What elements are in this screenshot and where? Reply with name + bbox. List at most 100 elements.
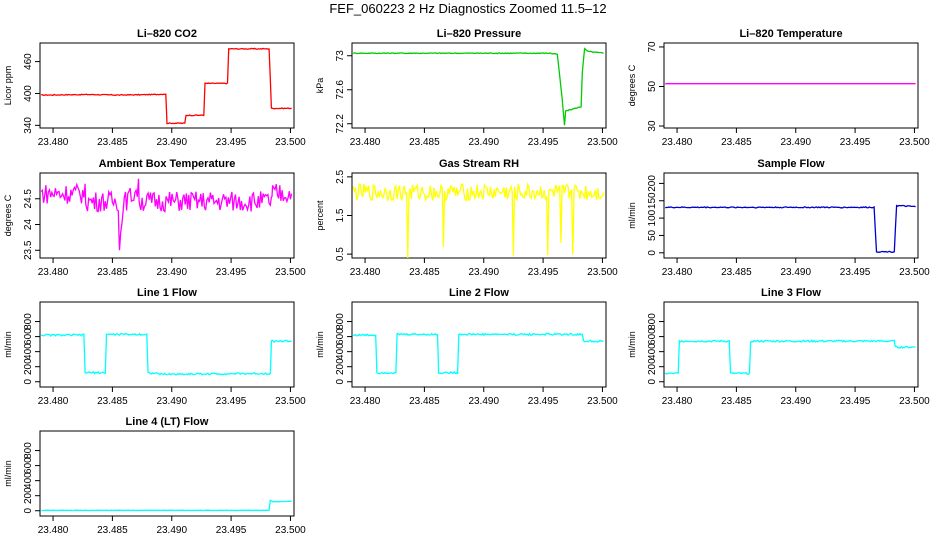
y-tick-label: 0: [335, 379, 346, 385]
y-axis-label: kPa: [315, 78, 325, 94]
y-tick-label: 0: [647, 250, 658, 256]
chart-panel-8: Line 2 Flow ml/min 23.480 23.485 23.490 23.49…: [315, 287, 618, 407]
x-tick-label: 23.485: [721, 137, 752, 148]
y-axis-label: ml/min: [627, 202, 637, 229]
y-tick-label: 73: [335, 50, 346, 62]
y-tick-label: 200: [335, 358, 346, 375]
series-line: [352, 332, 604, 375]
y-tick-label: 400: [647, 343, 658, 360]
x-tick-label: 23.490: [468, 396, 499, 407]
chart-title: Li–820 Temperature: [739, 28, 842, 40]
x-tick-label: 23.500: [275, 267, 306, 278]
x-tick-label: 23.490: [156, 137, 187, 148]
x-tick-label: 23.490: [156, 396, 187, 407]
y-tick-label: 70: [647, 41, 658, 53]
y-tick-label: 200: [647, 175, 658, 192]
y-axis-label: Licor ppm: [3, 66, 13, 106]
y-tick-label: 200: [23, 358, 34, 375]
x-tick-label: 23.500: [899, 396, 930, 407]
x-tick-label: 23.495: [840, 137, 871, 148]
x-tick-label: 23.495: [216, 396, 247, 407]
x-tick-label: 23.500: [587, 396, 618, 407]
y-tick-label: 1.5: [335, 208, 346, 222]
chart-panel-1: Li–820 CO2 Licor ppm 23.480 23.485 23.490 23.…: [3, 28, 306, 148]
y-tick-label: 0: [23, 508, 34, 514]
x-tick-label: 23.480: [350, 267, 381, 278]
y-tick-label: 72.6: [335, 80, 346, 100]
y-tick-label: 600: [335, 328, 346, 345]
x-tick-label: 23.495: [528, 267, 559, 278]
y-tick-label: 800: [23, 313, 34, 330]
x-tick-label: 23.500: [275, 396, 306, 407]
y-axis-label: degrees C: [627, 64, 637, 106]
y-tick-label: 200: [647, 358, 658, 375]
chart-title: Line 2 Flow: [449, 287, 509, 299]
x-tick-label: 23.485: [97, 267, 128, 278]
plot-frame: [39, 172, 295, 259]
chart-title: Line 1 Flow: [137, 287, 197, 299]
plot-frame: [39, 301, 295, 388]
y-tick-label: 400: [23, 472, 34, 489]
plot-frame: [663, 301, 919, 388]
chart-title: Ambient Box Temperature: [99, 158, 236, 170]
y-tick-label: 0: [647, 379, 658, 385]
y-tick-label: 460: [23, 53, 34, 70]
y-tick-label: 100: [647, 209, 658, 226]
y-tick-label: 0: [23, 379, 34, 385]
series-line: [352, 47, 604, 126]
x-tick-label: 23.490: [468, 137, 499, 148]
chart-panel-7: Line 1 Flow ml/min 23.480 23.485 23.490 23.49…: [3, 287, 306, 407]
series-line: [41, 47, 292, 125]
x-tick-label: 23.490: [780, 137, 811, 148]
x-tick-label: 23.500: [275, 525, 306, 536]
plot-frame: [351, 42, 607, 129]
y-tick-label: 800: [23, 442, 34, 459]
y-tick-label: 150: [647, 192, 658, 209]
x-tick-label: 23.480: [38, 525, 69, 536]
x-tick-label: 23.480: [662, 137, 693, 148]
series-line: [664, 204, 916, 253]
x-tick-label: 23.490: [780, 396, 811, 407]
x-tick-label: 23.500: [899, 267, 930, 278]
chart-panel-9: Line 3 Flow ml/min 23.480 23.485 23.490 23.49…: [627, 287, 930, 407]
y-tick-label: 400: [23, 343, 34, 360]
x-tick-label: 23.480: [662, 267, 693, 278]
y-axis-label: ml/min: [627, 331, 637, 358]
y-tick-label: 400: [335, 343, 346, 360]
series-line: [41, 332, 292, 376]
y-tick-label: 340: [23, 117, 34, 134]
y-tick-label: 50: [647, 229, 658, 241]
y-tick-label: 30: [647, 120, 658, 132]
y-tick-label: 24.5: [23, 189, 34, 209]
x-tick-label: 23.500: [587, 267, 618, 278]
x-tick-label: 23.495: [216, 267, 247, 278]
chart-panel-5: Gas Stream RH percent 23.480 23.485 23.490 23…: [315, 158, 618, 278]
chart-title: Gas Stream RH: [439, 158, 519, 170]
y-axis-label: ml/min: [315, 331, 325, 358]
chart-panel-6: Sample Flow ml/min 23.480 23.485 23.490 23.49…: [627, 158, 930, 278]
x-tick-label: 23.495: [840, 267, 871, 278]
x-tick-label: 23.490: [780, 267, 811, 278]
plot-frame: [39, 430, 295, 517]
chart-panel-3: Li–820 Temperature degrees C 23.480 23.485 2…: [627, 28, 930, 148]
y-tick-label: 400: [23, 85, 34, 102]
y-tick-label: 200: [23, 487, 34, 504]
x-tick-label: 23.480: [350, 137, 381, 148]
plot-frame: [663, 42, 919, 129]
chart-panel-10: Line 4 (LT) Flow ml/min 23.480 23.485 23.490…: [3, 416, 306, 536]
x-tick-label: 23.480: [350, 396, 381, 407]
y-tick-label: 600: [647, 328, 658, 345]
x-tick-label: 23.485: [409, 267, 440, 278]
x-tick-label: 23.480: [38, 396, 69, 407]
y-tick-label: 72.2: [335, 114, 346, 134]
x-tick-label: 23.490: [156, 267, 187, 278]
x-tick-label: 23.495: [840, 396, 871, 407]
x-tick-label: 23.485: [721, 396, 752, 407]
x-tick-label: 23.500: [275, 137, 306, 148]
y-tick-label: 0.5: [335, 247, 346, 261]
plot-frame: [351, 301, 607, 388]
x-tick-label: 23.490: [468, 267, 499, 278]
x-tick-label: 23.480: [38, 137, 69, 148]
y-tick-label: 800: [647, 313, 658, 330]
